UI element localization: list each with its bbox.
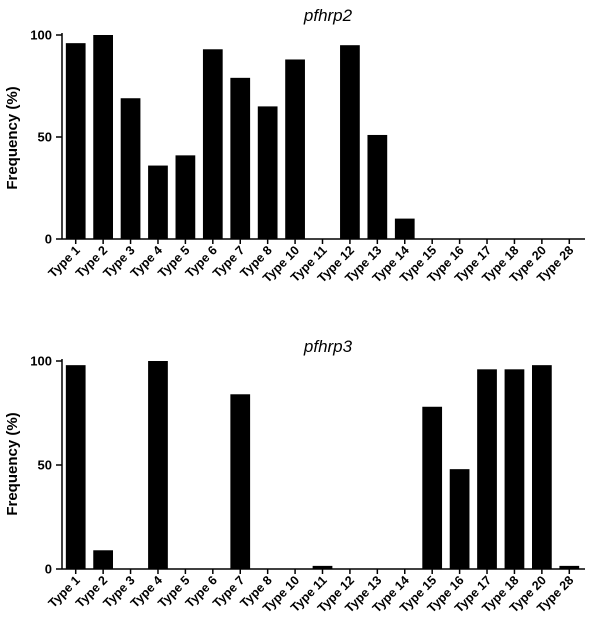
- y-axis-label: Frequency (%): [4, 412, 21, 515]
- y-tick-label: 0: [45, 562, 52, 577]
- y-axis-label: Frequency (%): [4, 86, 21, 189]
- bar: [285, 59, 305, 240]
- y-tick-label: 50: [38, 458, 52, 473]
- bar: [257, 106, 278, 240]
- bar: [148, 361, 168, 569]
- bar: [312, 565, 333, 569]
- bar: [175, 155, 196, 239]
- y-tick-label: 50: [38, 130, 52, 145]
- bar: [93, 35, 113, 239]
- bar: [367, 134, 388, 239]
- bar: [120, 98, 141, 240]
- chart-title: pfhrp3: [303, 337, 353, 356]
- chart-title: pfhrp2: [303, 6, 353, 25]
- bar: [394, 218, 415, 239]
- bar: [422, 406, 443, 569]
- bar: [148, 165, 168, 239]
- y-tick-label: 0: [45, 232, 52, 247]
- bar: [477, 369, 497, 569]
- bar: [65, 365, 86, 569]
- bar: [93, 550, 113, 569]
- bar: [202, 49, 223, 239]
- bar: [230, 77, 251, 239]
- bar: [559, 565, 580, 569]
- bar: [340, 45, 360, 240]
- y-tick-label: 100: [30, 354, 52, 369]
- bar: [65, 43, 86, 239]
- bar: [532, 365, 552, 569]
- bar: [230, 394, 251, 569]
- bar: [449, 469, 470, 569]
- y-tick-label: 100: [30, 28, 52, 43]
- bar: [504, 369, 525, 569]
